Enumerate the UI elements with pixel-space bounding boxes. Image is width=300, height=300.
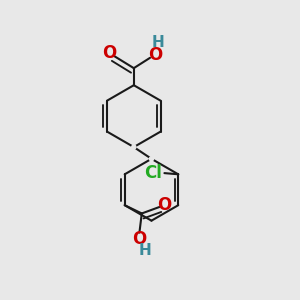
Text: H: H <box>138 243 151 258</box>
Text: O: O <box>102 44 116 62</box>
Text: Cl: Cl <box>144 164 162 182</box>
Text: H: H <box>152 35 165 50</box>
Circle shape <box>149 157 154 161</box>
Text: O: O <box>132 230 146 248</box>
Text: O: O <box>148 46 162 64</box>
Text: O: O <box>158 196 172 214</box>
Circle shape <box>132 145 136 149</box>
